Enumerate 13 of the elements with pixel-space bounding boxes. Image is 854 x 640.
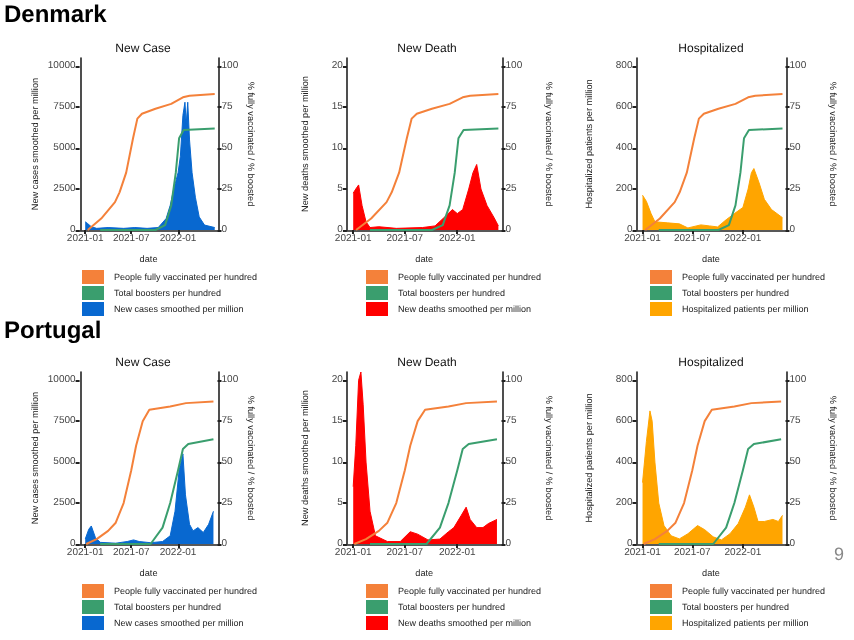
line-series [369, 127, 500, 231]
line-series [657, 127, 784, 231]
line-series [657, 438, 783, 545]
text: 9 [834, 544, 847, 564]
line-series [369, 438, 498, 545]
line-series [353, 400, 498, 545]
text: Denmark [4, 0, 109, 28]
line-series [99, 438, 215, 545]
line-series [85, 400, 215, 545]
line-series [355, 93, 500, 231]
line-series [644, 93, 784, 231]
text: Portugal [4, 316, 104, 344]
line-series [99, 127, 216, 231]
